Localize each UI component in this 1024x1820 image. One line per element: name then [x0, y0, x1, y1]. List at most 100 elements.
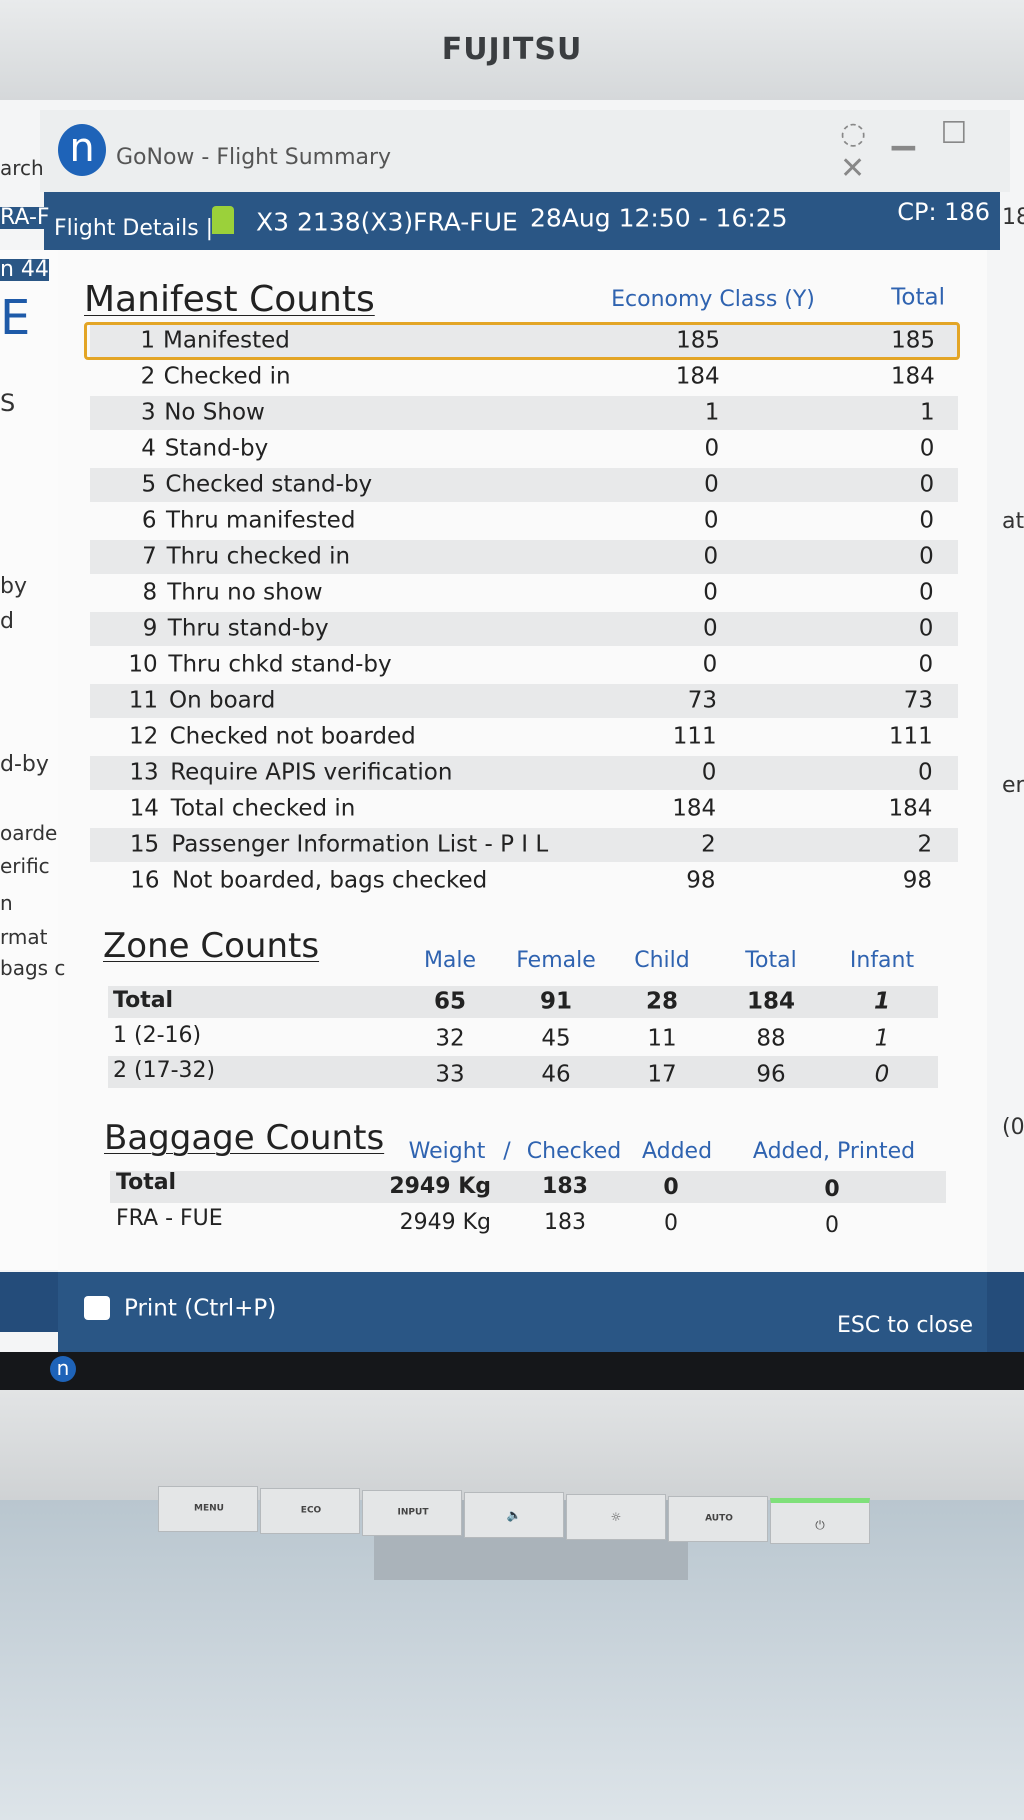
row-number: 13	[129, 759, 159, 786]
background-text: 18	[1002, 205, 1024, 230]
flight-date: 28Aug 12:50 - 16:25	[530, 203, 788, 233]
zone-count: 1	[874, 1025, 890, 1051]
row-label: Checked stand-by	[165, 471, 373, 498]
monitor-button[interactable]: MENU	[158, 1486, 258, 1532]
row-shade	[90, 540, 958, 574]
column-header: Female	[516, 948, 596, 973]
economy-count: 184	[675, 363, 720, 390]
row-label: Checked not boarded	[169, 723, 416, 750]
row-label: Not boarded, bags checked	[172, 867, 488, 894]
monitor-button-label: ECO	[300, 1505, 322, 1516]
column-header: Total	[745, 948, 797, 973]
row-label: Thru no show	[167, 579, 323, 606]
economy-count: 98	[686, 867, 716, 894]
window-controls: ◌ ▁ ☐ ✕	[840, 116, 976, 186]
column-header: /	[503, 1139, 511, 1164]
baggage-added-printed: 0	[824, 1177, 840, 1202]
row-number: 5	[141, 471, 157, 498]
economy-count: 2	[701, 831, 716, 858]
background-text: arch	[0, 156, 44, 180]
monitor-button[interactable]: ☼	[566, 1494, 666, 1540]
baggage-added-printed: 0	[825, 1213, 839, 1238]
economy-count: 184	[672, 795, 717, 822]
window-titlebar	[40, 110, 1010, 192]
flight-route: FRA-FUE	[413, 207, 518, 237]
zone-count: 184	[746, 988, 796, 1015]
row-number: 8	[142, 579, 158, 606]
monitor-button[interactable]: AUTO	[668, 1496, 768, 1542]
baggage-added: 0	[664, 1211, 678, 1236]
background-text: oarde	[0, 821, 58, 845]
zone-label: Total	[113, 988, 174, 1013]
flight-number: X3 2138(X3)	[256, 207, 414, 237]
print-icon[interactable]	[84, 1296, 110, 1320]
baggage-label: FRA - FUE	[116, 1206, 223, 1231]
close-hint[interactable]: ESC to close	[837, 1313, 973, 1338]
economy-count: 0	[703, 507, 719, 534]
total-count: 111	[888, 723, 933, 750]
header-label: Flight Details |	[54, 216, 214, 241]
background-text: E	[0, 290, 31, 346]
zone-label: 1 (2-16)	[113, 1023, 202, 1048]
economy-count: 0	[703, 579, 718, 606]
row-label: Manifested	[163, 327, 290, 354]
zone-count: 17	[647, 1061, 677, 1088]
background-text: n 44	[0, 257, 49, 282]
background-text: (0)	[1002, 1115, 1024, 1140]
baggage-added: 0	[663, 1175, 679, 1200]
total-count: 0	[918, 579, 934, 606]
background-blue	[0, 1272, 58, 1332]
total-count: 0	[919, 507, 934, 534]
row-shade	[90, 684, 958, 718]
background-text: at	[1002, 509, 1024, 534]
taskbar	[0, 1352, 1024, 1390]
row-shade	[108, 986, 938, 1018]
header-bar	[44, 192, 1000, 250]
column-header: Economy Class (Y)	[611, 287, 815, 312]
column-header: Added	[641, 1139, 713, 1164]
zone-count: 46	[541, 1061, 571, 1088]
background-text: rmat	[0, 925, 48, 949]
zone-count: 28	[645, 988, 679, 1015]
row-number: 12	[129, 723, 159, 750]
row-shade	[110, 1171, 946, 1203]
zone-count: 32	[435, 1025, 465, 1051]
row-number: 2	[140, 363, 156, 390]
monitor-button[interactable]: ⏻	[770, 1498, 870, 1544]
zone-count: 96	[756, 1061, 786, 1088]
print-button[interactable]: Print (Ctrl+P)	[124, 1295, 277, 1322]
row-number: 14	[129, 795, 159, 822]
row-shade	[108, 1056, 938, 1088]
monitor-button[interactable]: INPUT	[362, 1490, 462, 1536]
total-count: 185	[891, 327, 935, 354]
zone-label: 2 (17-32)	[113, 1058, 216, 1083]
background-text: n	[0, 891, 13, 915]
zone-count: 33	[435, 1061, 465, 1088]
total-count: 0	[919, 471, 935, 498]
row-number: 6	[141, 507, 157, 534]
total-count: 98	[902, 867, 932, 894]
column-header: Added, Printed	[752, 1139, 916, 1164]
economy-count: 0	[702, 615, 718, 642]
row-label: On board	[169, 687, 276, 714]
background-text: by	[0, 574, 27, 599]
economy-count: 0	[704, 471, 719, 498]
economy-count: 0	[701, 759, 717, 786]
row-number: 1	[140, 327, 155, 354]
row-label: Total checked in	[170, 795, 356, 822]
monitor-buttons: MENU ECO INPUT 🔈 ☼ AUTO ⏻	[158, 1486, 870, 1544]
row-number: 16	[130, 867, 160, 894]
taskbar-app-icon[interactable]: n	[50, 1356, 76, 1382]
zone-count: 91	[539, 988, 573, 1015]
total-count: 2	[917, 831, 933, 858]
zone-count: 11	[647, 1025, 677, 1051]
window-title: GoNow - Flight Summary	[116, 145, 392, 170]
column-header: Infant	[849, 948, 915, 973]
monitor-button[interactable]: ECO	[260, 1488, 360, 1534]
monitor-button[interactable]: 🔈	[464, 1492, 564, 1538]
checkpoint: CP: 186	[897, 198, 990, 226]
monitor-button-label: MENU	[194, 1503, 224, 1514]
background-blue-right	[987, 1272, 1024, 1362]
row-label: Thru manifested	[166, 507, 356, 534]
